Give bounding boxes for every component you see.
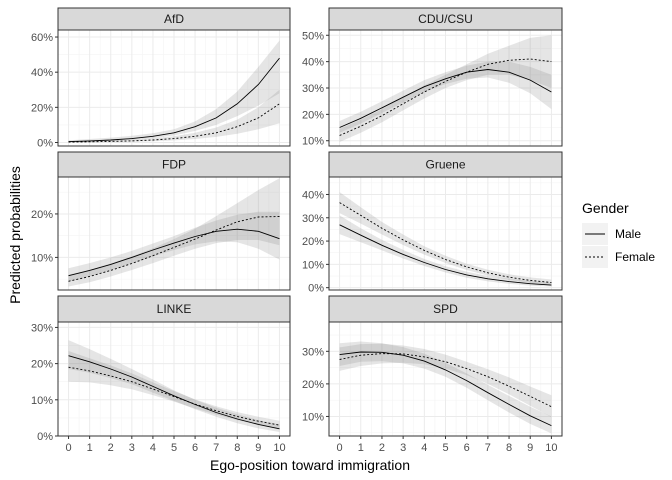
panel-cdu-csu: CDU/CSU 10% 20% 30% 40% 50%	[302, 7, 563, 148]
ci-band-cdu-csu-female	[339, 35, 552, 142]
strip-label-linke: LINKE	[157, 302, 192, 316]
strip-label-cdu-csu: CDU/CSU	[418, 12, 473, 26]
panel-spd: SPD 10% 20% 30% 0 1 2 3 4 5 6 7 8 9 10	[302, 295, 563, 454]
y-tick-label-gruene: 40%	[302, 189, 324, 201]
series-line-cdu-csu-female	[339, 58, 552, 136]
ci-band-spd-female	[339, 343, 552, 418]
legend-title: Gender	[582, 200, 629, 216]
series-line-afd-male	[68, 57, 280, 143]
x-tick-label-linke: 7	[213, 442, 219, 454]
strip-spd	[328, 295, 563, 323]
x-tick-label-linke: 4	[150, 442, 156, 454]
x-tick-label-spd: 1	[358, 442, 364, 454]
y-tick-label-cdu-csu: 20%	[302, 109, 324, 121]
ci-band-fdp-male	[68, 211, 280, 282]
series-line-gruene-female	[339, 202, 552, 283]
x-tick-label-spd: 6	[464, 442, 470, 454]
x-tick-label-linke: 1	[87, 442, 93, 454]
panels-layer: AfD0%20%40%60%CDU/CSU10%20%30%40%50%FDP1…	[31, 7, 563, 454]
x-tick-label-linke: 10	[273, 442, 285, 454]
ci-band-afd-male	[68, 40, 280, 143]
x-tick-label-spd: 2	[379, 442, 385, 454]
series-line-cdu-csu-male	[339, 69, 552, 128]
y-tick-label-spd: 20%	[302, 379, 324, 391]
panel-border-gruene	[328, 176, 563, 291]
x-tick-label-spd: 8	[506, 442, 512, 454]
ci-band-spd-male	[339, 341, 552, 434]
y-tick-label-gruene: 10%	[302, 259, 324, 271]
strip-gruene	[328, 151, 563, 178]
legend-label-female: Female	[615, 250, 655, 264]
x-tick-label-spd: 7	[485, 442, 491, 454]
x-tick-label-spd: 9	[527, 442, 533, 454]
strip-label-gruene: Gruene	[425, 158, 465, 172]
x-tick-label-linke: 9	[255, 442, 261, 454]
y-tick-label-fdp: 10%	[31, 252, 53, 264]
x-tick-label-linke: 8	[234, 442, 240, 454]
series-line-gruene-male	[339, 224, 552, 286]
x-axis-title: Ego-position toward immigration	[210, 457, 410, 473]
y-tick-label-cdu-csu: 30%	[302, 83, 324, 95]
panel-border-fdp	[57, 176, 291, 291]
x-tick-label-linke: 5	[171, 442, 177, 454]
x-tick-label-spd: 0	[337, 442, 343, 454]
y-tick-label-afd: 20%	[31, 102, 53, 114]
y-tick-label-gruene: 0%	[308, 283, 324, 295]
y-tick-label-fdp: 20%	[31, 209, 53, 221]
legend-label-male: Male	[615, 227, 641, 241]
x-tick-label-linke: 2	[108, 442, 114, 454]
y-tick-label-cdu-csu: 10%	[302, 136, 324, 148]
series-line-afd-female	[68, 103, 280, 143]
ci-band-afd-female	[68, 89, 280, 143]
strip-label-fdp: FDP	[162, 158, 186, 172]
strip-linke	[57, 295, 291, 323]
legend: Gender Male Female	[582, 200, 655, 268]
ci-band-fdp-female	[68, 178, 280, 287]
y-tick-label-linke: 20%	[31, 359, 53, 371]
x-tick-label-linke: 6	[192, 442, 198, 454]
y-tick-label-linke: 30%	[31, 322, 53, 334]
series-line-linke-female	[68, 366, 280, 426]
ci-band-gruene-male	[339, 215, 552, 287]
panel-linke: LINKE 0% 10% 20% 30% 0 1 2 3 4 5 6 7 8 9 10	[31, 295, 291, 454]
panel-border-afd	[57, 29, 291, 147]
strip-fdp	[57, 151, 291, 178]
x-tick-label-spd: 3	[400, 442, 406, 454]
ci-band-linke-female	[68, 351, 280, 429]
y-tick-label-afd: 60%	[31, 32, 53, 44]
series-line-spd-male	[339, 351, 552, 427]
x-tick-label-spd: 10	[545, 442, 557, 454]
panel-afd: AfD 0% 20% 40% 60%	[31, 7, 291, 149]
y-tick-label-gruene: 30%	[302, 213, 324, 225]
y-tick-label-afd: 40%	[31, 67, 53, 79]
y-axis-title: Predicted probabilities	[7, 166, 23, 304]
panel-fdp: FDP 10% 20%	[31, 151, 291, 291]
series-line-fdp-male	[68, 228, 280, 277]
x-tick-label-linke: 3	[129, 442, 135, 454]
y-tick-label-afd: 0%	[37, 137, 53, 149]
panel-gruene: Gruene 0% 10% 20% 30% 40%	[302, 151, 563, 295]
x-tick-label-linke: 0	[65, 442, 71, 454]
x-tick-label-spd: 4	[421, 442, 427, 454]
y-tick-label-cdu-csu: 50%	[302, 30, 324, 42]
y-tick-label-cdu-csu: 40%	[302, 57, 324, 69]
strip-label-afd: AfD	[164, 12, 184, 26]
y-tick-label-gruene: 20%	[302, 236, 324, 248]
ci-band-cdu-csu-male	[339, 61, 552, 133]
ci-band-linke-male	[68, 340, 280, 432]
y-tick-label-spd: 30%	[302, 346, 324, 358]
strip-label-spd: SPD	[433, 302, 458, 316]
series-line-linke-male	[68, 355, 280, 430]
y-tick-label-linke: 0%	[37, 431, 53, 443]
series-line-fdp-female	[68, 216, 280, 282]
y-tick-label-linke: 10%	[31, 395, 53, 407]
y-tick-label-spd: 10%	[302, 411, 324, 423]
x-tick-label-spd: 5	[442, 442, 448, 454]
